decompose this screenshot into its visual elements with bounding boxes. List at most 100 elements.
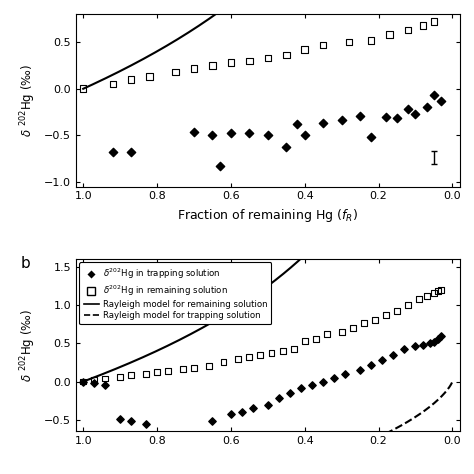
Point — [378, 356, 386, 364]
Point — [227, 410, 235, 418]
Point — [434, 336, 441, 343]
Point — [216, 162, 224, 170]
Point — [128, 372, 135, 379]
Point — [91, 379, 98, 387]
Y-axis label: $\delta$ $^{202}$Hg (‰): $\delta$ $^{202}$Hg (‰) — [19, 64, 38, 137]
Point — [319, 41, 327, 49]
Point — [438, 286, 445, 293]
Point — [101, 374, 109, 382]
Point — [283, 144, 290, 151]
Point — [128, 148, 135, 156]
Point — [264, 132, 272, 139]
Point — [382, 311, 390, 319]
Point — [412, 110, 419, 118]
Point — [235, 355, 242, 362]
Text: b: b — [20, 255, 30, 271]
Point — [338, 116, 346, 123]
Point — [415, 295, 423, 302]
Point — [301, 132, 309, 139]
Point — [153, 369, 161, 376]
Point — [356, 112, 364, 119]
Point — [209, 132, 216, 139]
Point — [172, 68, 179, 76]
Point — [283, 51, 290, 59]
Point — [367, 36, 375, 44]
Point — [128, 76, 135, 83]
Point — [164, 367, 172, 374]
Point — [382, 113, 390, 120]
Point — [227, 59, 235, 66]
X-axis label: Fraction of remaining Hg ($f_R$): Fraction of remaining Hg ($f_R$) — [177, 207, 358, 224]
Point — [293, 120, 301, 128]
Point — [80, 378, 87, 385]
Point — [190, 364, 198, 372]
Point — [109, 148, 117, 156]
Point — [238, 409, 246, 416]
Point — [438, 97, 445, 105]
Point — [249, 405, 257, 412]
Point — [393, 307, 401, 315]
Point — [342, 370, 349, 378]
Point — [80, 378, 87, 385]
Point — [301, 46, 309, 54]
Point — [286, 389, 294, 397]
Point — [308, 382, 316, 389]
Point — [205, 363, 212, 370]
Point — [312, 335, 319, 342]
Point — [338, 328, 346, 336]
Point — [246, 353, 253, 361]
Point — [101, 381, 109, 388]
Point — [275, 395, 283, 402]
Point — [345, 38, 353, 46]
Point — [323, 330, 331, 338]
Point — [423, 104, 430, 111]
Point — [264, 401, 272, 408]
Point — [430, 338, 438, 346]
Point — [319, 378, 327, 385]
Point — [386, 31, 393, 38]
Point — [319, 119, 327, 127]
Legend: $\delta^{202}$Hg in trapping solution, $\delta^{202}$Hg in remaining solution, R: $\delta^{202}$Hg in trapping solution, $… — [79, 263, 272, 324]
Point — [404, 105, 412, 113]
Point — [268, 349, 275, 357]
Point — [390, 351, 397, 358]
Point — [427, 339, 434, 347]
Point — [142, 420, 150, 428]
Point — [290, 345, 298, 352]
Point — [116, 373, 124, 381]
Point — [227, 129, 235, 137]
Point — [209, 62, 216, 69]
Point — [190, 64, 198, 72]
Point — [146, 73, 154, 81]
Point — [367, 361, 375, 368]
Point — [209, 418, 216, 425]
Point — [412, 343, 419, 350]
Point — [190, 128, 198, 136]
Point — [393, 114, 401, 121]
Point — [179, 365, 187, 373]
Point — [404, 301, 412, 309]
Point — [401, 346, 408, 353]
Point — [423, 292, 430, 300]
Point — [419, 341, 427, 348]
Point — [297, 384, 305, 392]
Point — [430, 91, 438, 99]
Point — [356, 366, 364, 374]
Point — [371, 317, 379, 324]
Point — [246, 57, 253, 64]
Point — [360, 319, 367, 327]
Y-axis label: $\delta$ $^{202}$Hg (‰): $\delta$ $^{202}$Hg (‰) — [19, 309, 38, 382]
Point — [301, 337, 309, 345]
Point — [128, 418, 135, 425]
Point — [109, 80, 117, 88]
Point — [256, 351, 264, 358]
Point — [220, 359, 228, 366]
Point — [91, 376, 98, 384]
Point — [246, 130, 253, 137]
Point — [264, 54, 272, 62]
Point — [80, 85, 87, 92]
Point — [430, 289, 438, 296]
Point — [419, 22, 427, 29]
Point — [116, 415, 124, 423]
Point — [438, 332, 445, 339]
